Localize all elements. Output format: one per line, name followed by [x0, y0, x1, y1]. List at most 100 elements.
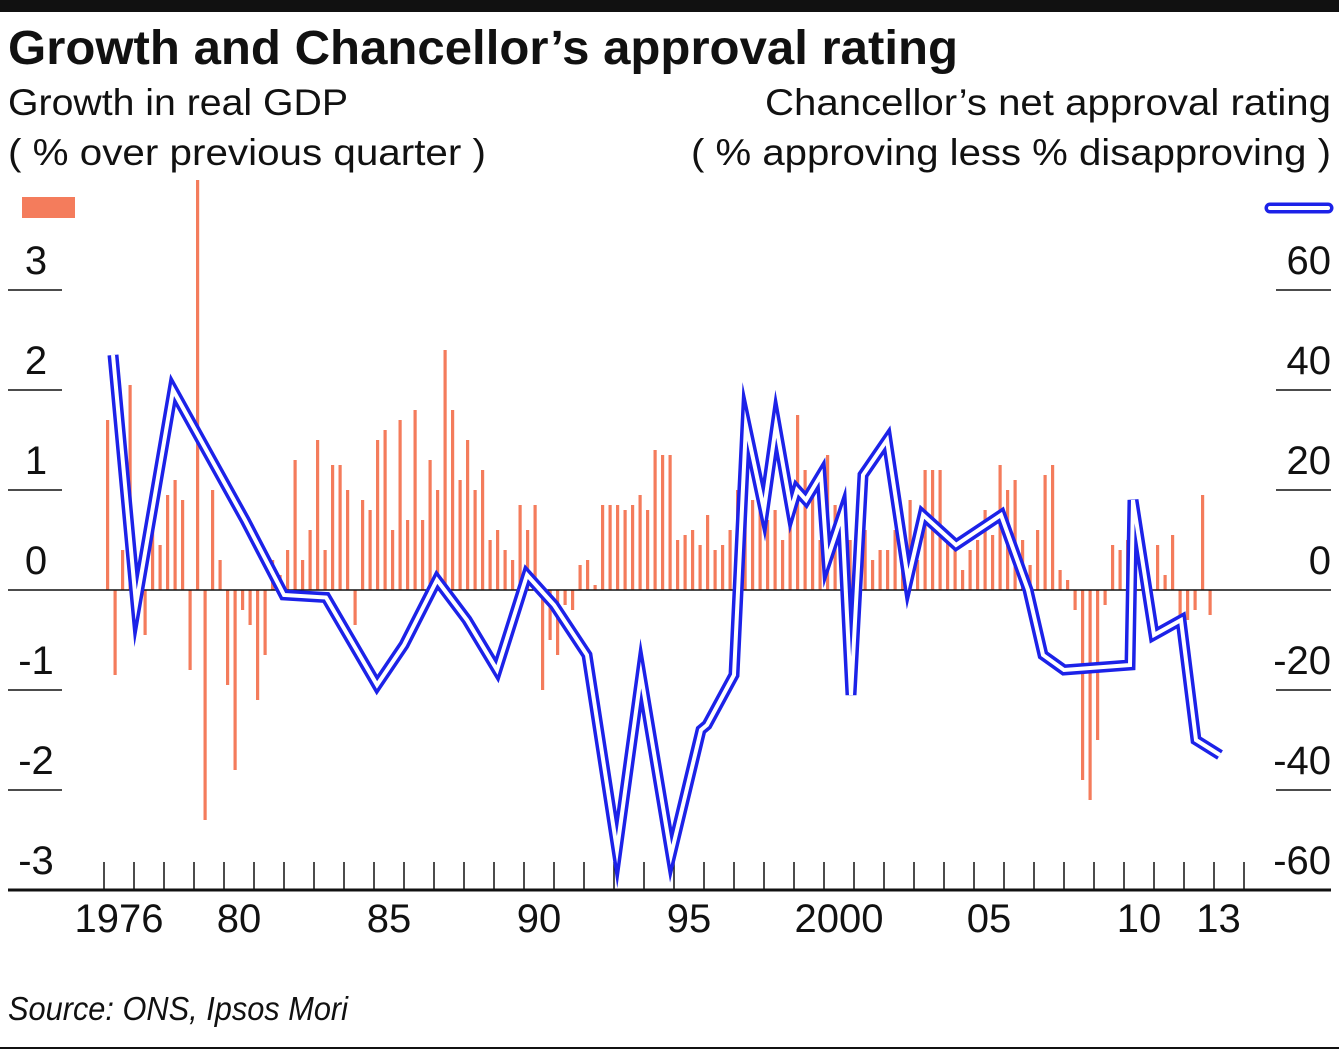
- bar: [968, 550, 972, 590]
- bar: [661, 455, 665, 590]
- bar: [218, 560, 222, 590]
- bar: [578, 565, 582, 590]
- bar: [991, 535, 995, 590]
- bar: [698, 545, 702, 590]
- x-tick-label: 2000: [795, 897, 884, 941]
- bar: [1013, 480, 1017, 590]
- y2-tick-label: 40: [1287, 339, 1332, 383]
- bar: [1111, 545, 1115, 590]
- bar: [226, 590, 230, 685]
- bar: [488, 540, 492, 590]
- bar: [466, 440, 470, 590]
- bar: [848, 540, 852, 590]
- bar: [1201, 495, 1205, 590]
- bar: [563, 590, 567, 605]
- bar: [188, 590, 192, 670]
- bar: [436, 490, 440, 590]
- y-axis-title: Growth in real GDP: [8, 82, 348, 123]
- y2-tick-label: -60: [1273, 839, 1331, 883]
- bar: [368, 510, 372, 590]
- bar: [323, 550, 327, 590]
- bar: [961, 570, 965, 590]
- bar: [638, 495, 642, 590]
- bar: [406, 520, 410, 590]
- bar: [533, 505, 537, 590]
- bar: [211, 490, 215, 590]
- x-tick-label: 1976: [75, 897, 164, 941]
- bar: [811, 490, 815, 590]
- bar: [1073, 590, 1077, 610]
- bar: [893, 530, 897, 590]
- y2-tick-label: 20: [1287, 439, 1332, 483]
- bar: [428, 460, 432, 590]
- bar: [361, 500, 365, 590]
- bar: [196, 180, 200, 590]
- bar: [631, 505, 635, 590]
- bar: [383, 430, 387, 590]
- bar: [878, 550, 882, 590]
- bar: [286, 550, 290, 590]
- bar: [863, 530, 867, 590]
- chart-title: Growth and Chancellor’s approval rating: [8, 22, 958, 75]
- bar: [451, 410, 455, 590]
- bar: [263, 590, 267, 655]
- bar: [871, 560, 875, 590]
- y-tick-label: 3: [25, 239, 47, 283]
- y2-axis-unit: ( % approving less % disapproving ): [691, 132, 1331, 173]
- y-tick-label: 0: [25, 539, 47, 583]
- bar: [458, 480, 462, 590]
- line-highlight: [111, 354, 1222, 866]
- bar: [293, 460, 297, 590]
- bar: [608, 505, 612, 590]
- bar: [1081, 590, 1085, 780]
- bar: [593, 585, 597, 590]
- y2-tick-label: -20: [1273, 639, 1331, 683]
- bar: [788, 510, 792, 590]
- bar: [1051, 465, 1055, 590]
- bar: [586, 560, 590, 590]
- x-tick-label: 80: [217, 897, 262, 941]
- bar: [713, 550, 717, 590]
- bar: [616, 505, 620, 590]
- bar: [121, 550, 125, 590]
- bar: [1118, 550, 1122, 590]
- source-note: Source: ONS, Ipsos Mori: [8, 990, 350, 1027]
- y-tick-label: -1: [18, 639, 54, 683]
- bar: [398, 420, 402, 590]
- plot-area: -3 -2 -1 0 1 2 3 -60 -40 -20 0 20 40 60 1976 80 85 90 95 20…: [8, 180, 1331, 941]
- bar: [256, 590, 260, 700]
- bar: [331, 465, 335, 590]
- bar: [1036, 530, 1040, 590]
- bar: [106, 420, 110, 590]
- bar: [916, 560, 920, 590]
- y-tick-label: 1: [25, 439, 47, 483]
- bar: [1066, 580, 1070, 590]
- bar: [248, 590, 252, 625]
- bar: [173, 480, 177, 590]
- bar: [143, 590, 147, 635]
- y2-axis-title: Chancellor’s net approval rating: [765, 82, 1331, 123]
- bar: [653, 450, 657, 590]
- bar: [946, 540, 950, 590]
- y2-tick-label: 60: [1287, 239, 1332, 283]
- bar: [481, 470, 485, 590]
- bar: [571, 590, 575, 610]
- bar: [353, 590, 357, 625]
- bar: [376, 440, 380, 590]
- bar: [766, 520, 770, 590]
- x-tick-label: 95: [667, 897, 712, 941]
- bar: [1171, 535, 1175, 590]
- bar: [1156, 545, 1160, 590]
- bar: [886, 550, 890, 590]
- y2-tick-label: -40: [1273, 739, 1331, 783]
- bar: [751, 500, 755, 590]
- bar: [556, 590, 560, 655]
- bar: [1058, 570, 1062, 590]
- bar: [1208, 590, 1212, 615]
- bar: [908, 500, 912, 590]
- bar: [233, 590, 237, 770]
- bar: [113, 590, 117, 675]
- bar: [473, 490, 477, 590]
- y-tick-label: 2: [25, 339, 47, 383]
